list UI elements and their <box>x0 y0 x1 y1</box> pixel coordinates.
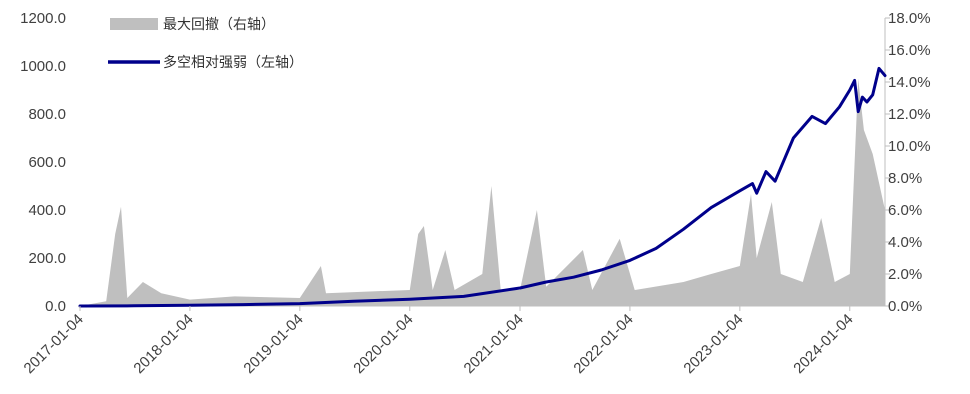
right-axis-tick-label: 2.0% <box>888 266 922 283</box>
right-axis-tick-label: 10.0% <box>888 138 931 155</box>
left-axis: 0.0 200.0 400.0 600.0 800.0 1000.0 1200.0 <box>20 10 66 315</box>
x-axis-tick-label: 2022-01-04 <box>570 311 636 377</box>
legend-swatch-drawdown <box>110 18 158 30</box>
right-axis-tick-label: 6.0% <box>888 202 922 219</box>
right-axis-tick-label: 16.0% <box>888 42 931 59</box>
x-axis-tick-label: 2024-01-04 <box>790 311 856 377</box>
left-axis-tick-label: 200.0 <box>28 250 66 267</box>
right-axis-tick-label: 12.0% <box>888 106 931 123</box>
drawdown-area <box>80 78 885 306</box>
legend-label: 最大回撤（右轴） <box>163 17 275 33</box>
x-axis-tick-label: 2021-01-04 <box>461 311 527 377</box>
left-axis-tick-label: 1200.0 <box>20 10 66 27</box>
right-axis-tick-label: 14.0% <box>888 74 931 91</box>
drawdown-area-layer <box>80 78 885 306</box>
right-axis-tick-label: 4.0% <box>888 234 922 251</box>
left-axis-tick-label: 1000.0 <box>20 58 66 75</box>
right-axis-tick-label: 8.0% <box>888 170 922 187</box>
x-axis-tick-label: 2018-01-04 <box>130 311 196 377</box>
right-axis: 0.0% 2.0% 4.0% 6.0% 8.0% 10.0% 12.0% 14.0% 16.0%… <box>885 10 931 315</box>
left-axis-tick-label: 800.0 <box>28 106 66 123</box>
right-axis-tick-label: 18.0% <box>888 10 931 27</box>
x-axis-tick-label: 2020-01-04 <box>350 311 416 377</box>
left-axis-tick-label: 0.0 <box>45 298 66 315</box>
legend: 最大回撤（右轴） 多空相对强弱（左轴） <box>108 17 303 71</box>
left-axis-tick-label: 600.0 <box>28 154 66 171</box>
strength-line-layer <box>78 66 887 308</box>
legend-label: 多空相对强弱（左轴） <box>163 54 303 71</box>
left-axis-tick-label: 400.0 <box>28 202 66 219</box>
x-axis: 2017-01-04 2018-01-04 2019-01-04 2020-01-04… <box>21 306 857 377</box>
x-axis-tick-label: 2023-01-04 <box>680 311 746 377</box>
right-axis-tick-label: 0.0% <box>888 298 922 315</box>
x-axis-tick-label: 2017-01-04 <box>21 311 87 377</box>
strength-line <box>78 66 887 308</box>
x-axis-tick-label: 2019-01-04 <box>240 311 306 377</box>
